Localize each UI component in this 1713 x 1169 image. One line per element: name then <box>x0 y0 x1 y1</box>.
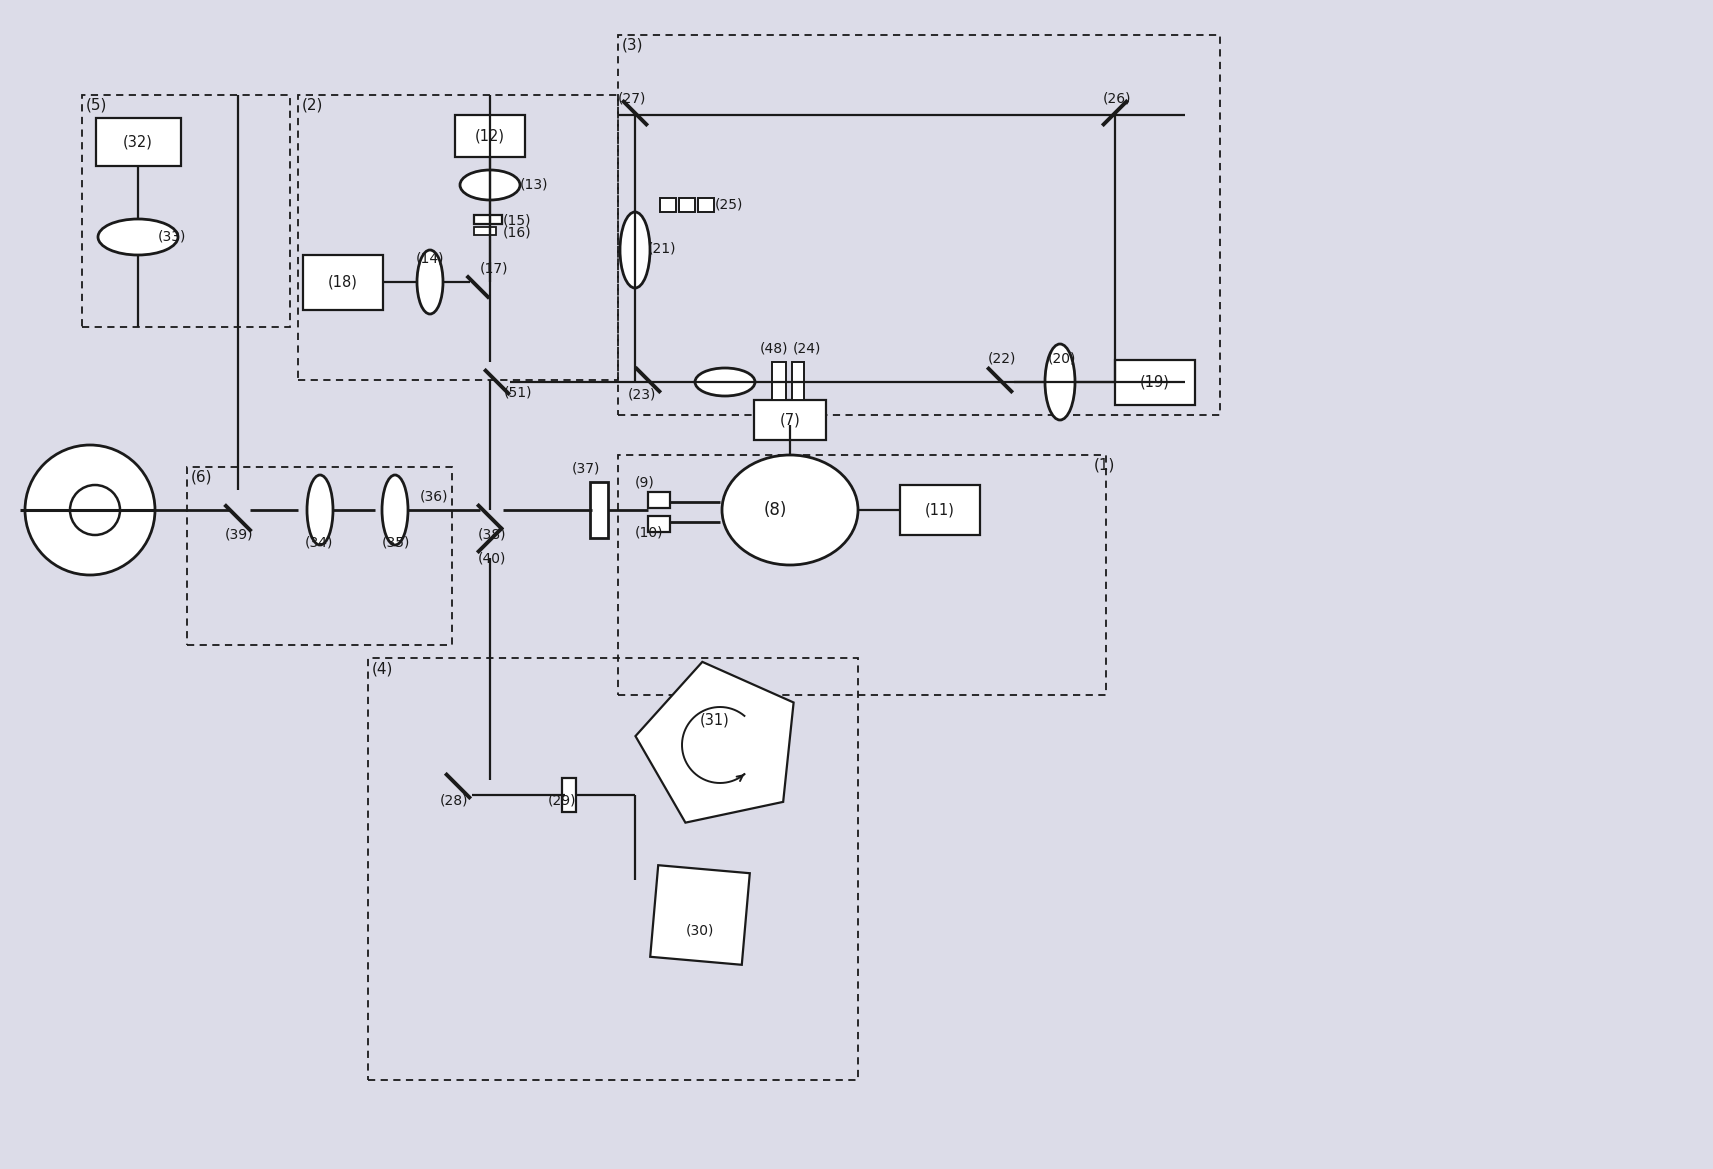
Text: (13): (13) <box>521 178 548 192</box>
Ellipse shape <box>721 455 858 565</box>
Text: (17): (17) <box>480 261 509 275</box>
Bar <box>754 400 826 440</box>
Bar <box>697 198 714 212</box>
Text: (40): (40) <box>478 551 507 565</box>
Text: (23): (23) <box>629 388 656 402</box>
Text: (14): (14) <box>416 251 444 265</box>
Ellipse shape <box>382 475 408 545</box>
Text: (26): (26) <box>1103 91 1132 105</box>
Bar <box>303 255 384 310</box>
Text: (20): (20) <box>1048 351 1076 365</box>
Text: (34): (34) <box>305 537 334 549</box>
Bar <box>475 215 502 224</box>
Text: (5): (5) <box>86 98 108 113</box>
Text: (7): (7) <box>779 413 800 428</box>
Circle shape <box>26 445 154 575</box>
Ellipse shape <box>1045 344 1076 420</box>
Text: (32): (32) <box>123 134 152 150</box>
Bar <box>298 95 618 380</box>
Bar <box>648 492 670 509</box>
Ellipse shape <box>695 368 755 396</box>
Bar <box>187 466 452 645</box>
Text: (33): (33) <box>158 230 187 244</box>
Text: (11): (11) <box>925 503 954 518</box>
Bar <box>791 362 803 400</box>
Text: (37): (37) <box>572 462 600 476</box>
Text: (12): (12) <box>475 129 505 144</box>
Text: (39): (39) <box>224 528 254 542</box>
Ellipse shape <box>620 212 649 288</box>
Text: (9): (9) <box>636 475 654 489</box>
Text: (10): (10) <box>636 525 663 539</box>
Ellipse shape <box>307 475 332 545</box>
Bar <box>456 115 524 157</box>
Bar <box>660 198 677 212</box>
Bar <box>618 455 1107 696</box>
Text: (8): (8) <box>764 502 786 519</box>
Bar <box>1115 360 1196 404</box>
Text: (28): (28) <box>440 793 468 807</box>
Text: (25): (25) <box>714 198 743 212</box>
Text: (2): (2) <box>301 98 324 113</box>
Bar <box>96 118 182 166</box>
Text: (22): (22) <box>988 351 1016 365</box>
Text: (48): (48) <box>761 341 788 355</box>
Ellipse shape <box>461 170 521 200</box>
Ellipse shape <box>416 250 444 314</box>
Polygon shape <box>651 865 750 964</box>
Text: (4): (4) <box>372 660 394 676</box>
Bar <box>618 35 1220 415</box>
Text: (6): (6) <box>192 470 212 485</box>
Text: (1): (1) <box>1095 458 1115 473</box>
Text: (16): (16) <box>504 224 531 238</box>
Bar <box>773 362 786 400</box>
Text: (51): (51) <box>504 386 533 400</box>
Circle shape <box>70 485 120 535</box>
Text: (31): (31) <box>701 712 730 727</box>
Text: (21): (21) <box>648 241 677 255</box>
Bar <box>562 779 576 812</box>
Bar <box>475 227 497 235</box>
Text: (19): (19) <box>1141 374 1170 389</box>
Bar <box>648 516 670 532</box>
Text: (36): (36) <box>420 490 449 504</box>
Text: (30): (30) <box>685 924 714 938</box>
Ellipse shape <box>98 219 178 255</box>
Text: (15): (15) <box>504 213 531 227</box>
Bar <box>589 482 608 538</box>
Text: (27): (27) <box>618 91 646 105</box>
Text: (35): (35) <box>382 537 411 549</box>
Text: (18): (18) <box>329 275 358 290</box>
Text: (29): (29) <box>548 793 577 807</box>
Text: (38): (38) <box>478 527 507 541</box>
Text: (3): (3) <box>622 39 644 53</box>
Bar <box>678 198 695 212</box>
Bar <box>899 485 980 535</box>
Bar <box>82 95 289 327</box>
Text: (24): (24) <box>793 341 821 355</box>
Bar <box>368 658 858 1080</box>
Polygon shape <box>636 662 793 823</box>
